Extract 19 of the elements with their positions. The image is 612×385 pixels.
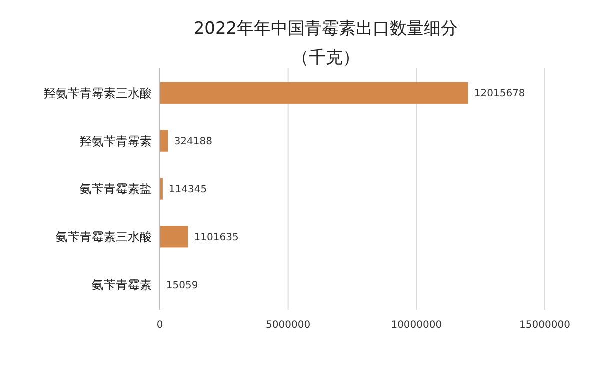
x-tick-label: 15000000 <box>520 320 570 331</box>
bar <box>160 226 188 248</box>
bar <box>160 82 468 104</box>
y-tick-label: 氨苄青霉素 <box>92 278 152 292</box>
chart-subtitle: （千克） <box>292 48 360 68</box>
data-label: 15059 <box>166 280 198 292</box>
y-tick-label: 羟氨苄青霉素 <box>80 134 152 148</box>
x-tick-label: 5000000 <box>266 320 311 331</box>
data-label: 324188 <box>174 136 213 148</box>
data-label: 1101635 <box>194 232 239 244</box>
data-label: 12015678 <box>474 88 526 100</box>
y-tick-label: 氨苄青霉素三水酸 <box>56 230 152 244</box>
x-tick-label: 10000000 <box>391 320 442 331</box>
bar <box>160 130 168 152</box>
data-label: 114345 <box>168 184 208 196</box>
y-tick-label: 氨苄青霉素盐 <box>80 182 152 196</box>
chart-title: 2022年年中国青霉素出口数量细分 <box>194 19 458 39</box>
y-tick-label: 羟氨苄青霉素三水酸 <box>44 86 152 100</box>
x-tick-label: 0 <box>156 320 164 331</box>
